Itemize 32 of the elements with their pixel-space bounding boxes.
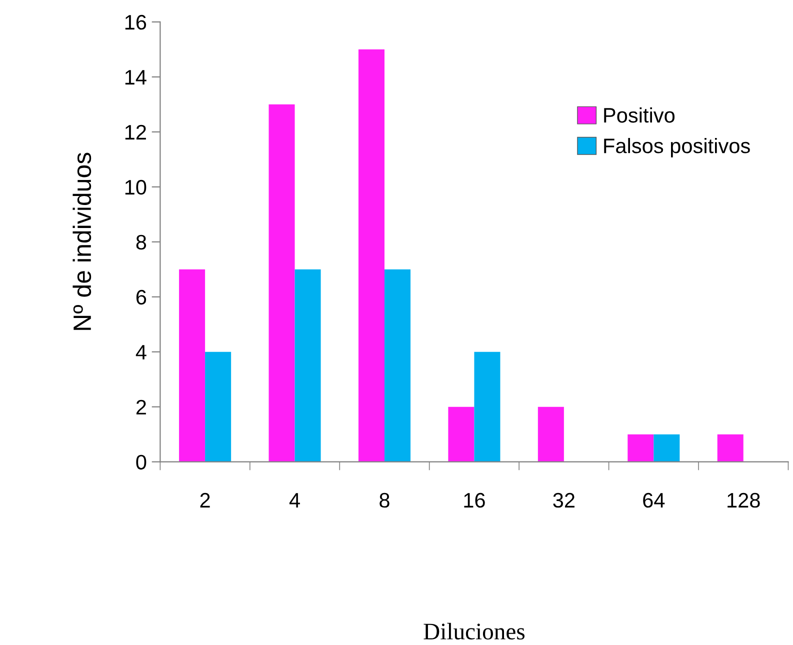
- bar: [717, 434, 744, 462]
- x-axis-title: Diluciones: [424, 622, 525, 640]
- y-tick-label: 12: [125, 124, 146, 140]
- x-tick-label: 4: [289, 493, 300, 508]
- y-tick-label: 4: [136, 345, 146, 360]
- x-tick-label: 16: [464, 492, 485, 508]
- x-tick-label: 8: [380, 492, 390, 508]
- bar: [179, 269, 206, 462]
- x-tick-label: 32: [553, 492, 574, 508]
- bar: [268, 104, 295, 462]
- bar: [538, 406, 564, 462]
- y-tick-label: 0: [136, 454, 146, 470]
- y-tick-label: 6: [136, 290, 146, 305]
- y-tick-label: 14: [125, 70, 146, 84]
- bar: [474, 352, 500, 462]
- bar: [294, 269, 321, 462]
- legend-label: Positivo: [604, 107, 675, 123]
- bar: [358, 49, 384, 462]
- legend-label: Falsos positivos: [604, 138, 750, 158]
- y-tick-label: 16: [125, 14, 146, 30]
- y-axis-title: Nº de individuos: [72, 152, 92, 330]
- x-tick-label: 64: [643, 492, 665, 508]
- bar: [205, 352, 232, 462]
- x-tick-label: 2: [200, 492, 210, 508]
- y-tick-label: 8: [136, 234, 146, 250]
- y-tick-label: 2: [136, 400, 146, 414]
- x-tick-label: 128: [728, 492, 760, 508]
- bar: [448, 406, 474, 462]
- y-tick-label: 10: [125, 180, 146, 195]
- bar: [384, 269, 411, 462]
- bar: [628, 434, 654, 462]
- bar: [654, 434, 680, 462]
